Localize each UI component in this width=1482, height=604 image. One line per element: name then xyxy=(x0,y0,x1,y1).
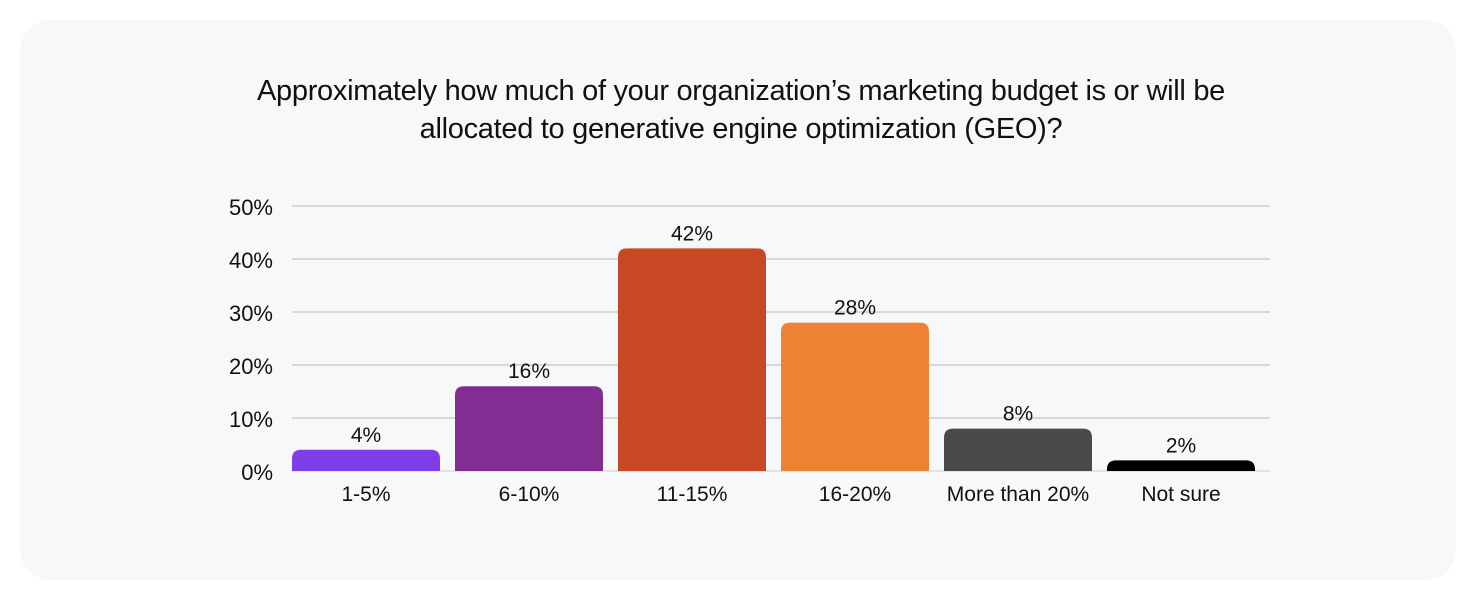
data-label: 2% xyxy=(1166,434,1196,457)
data-label: 42% xyxy=(671,222,713,245)
x-tick-label: 6-10% xyxy=(499,483,560,506)
chart-title-line-1: Approximately how much of your organizat… xyxy=(257,75,1225,107)
data-label: 16% xyxy=(508,360,550,383)
y-tick-label: 30% xyxy=(229,301,273,326)
chart-title-line-2: allocated to generative engine optimizat… xyxy=(419,113,1063,145)
x-tick-label: Not sure xyxy=(1141,483,1220,506)
y-tick-label: 50% xyxy=(229,195,273,220)
bar xyxy=(292,449,440,471)
bar xyxy=(1107,460,1255,471)
x-tick-label: 1-5% xyxy=(341,483,390,506)
x-tick-label: 11-15% xyxy=(657,483,728,506)
x-tick-label: More than 20% xyxy=(947,483,1089,506)
x-tick-label: 16-20% xyxy=(819,483,891,506)
bar xyxy=(618,248,766,471)
bar xyxy=(781,322,929,471)
y-tick-label: 40% xyxy=(229,248,273,273)
data-label: 8% xyxy=(1003,403,1033,426)
bar xyxy=(944,428,1092,471)
data-label: 4% xyxy=(351,424,381,447)
y-tick-label: 0% xyxy=(241,460,273,485)
data-label: 28% xyxy=(834,297,876,320)
bar xyxy=(455,386,603,471)
y-tick-label: 20% xyxy=(229,354,273,379)
y-tick-label: 10% xyxy=(229,407,273,432)
